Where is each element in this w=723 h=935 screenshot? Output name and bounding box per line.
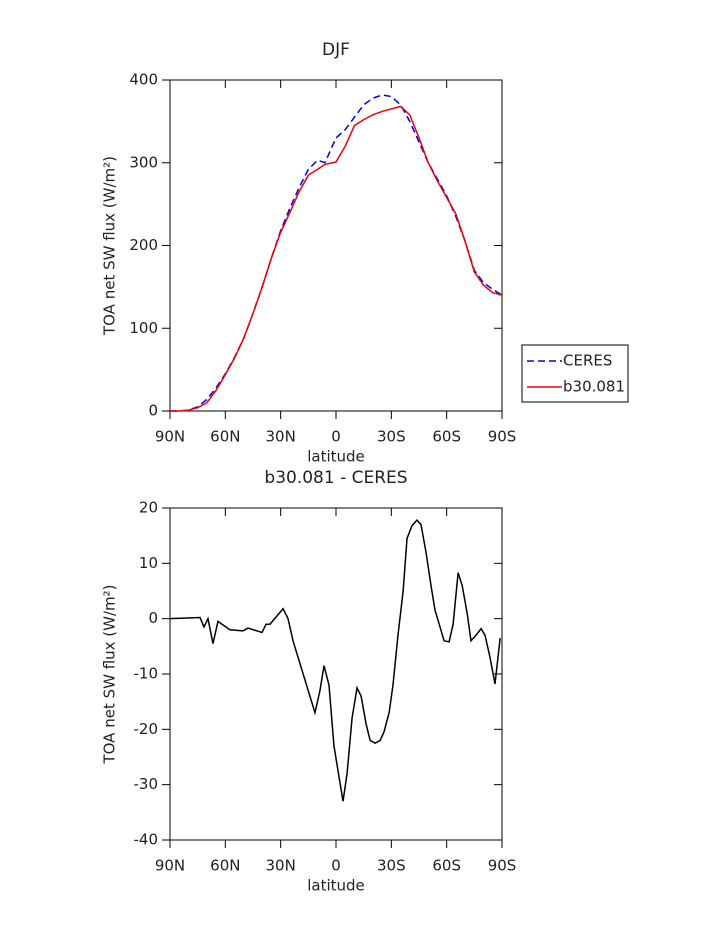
x-tick-label: 0 [331, 428, 341, 446]
y-tick-label: -40 [134, 831, 159, 849]
x-tick-label: 60N [210, 857, 240, 875]
x-tick-label: 30N [266, 428, 296, 446]
plot-frame [169, 507, 503, 841]
data-line [170, 105, 503, 412]
x-axis-label: latitude [307, 448, 365, 466]
chart-title: DJF [322, 40, 350, 60]
y-tick-label: -10 [134, 665, 159, 683]
y-tick-label: -30 [134, 775, 159, 793]
y-axis-label: TOA net SW flux (W/m²) [101, 584, 119, 764]
x-tick-label: 90S [488, 428, 517, 446]
x-tick-label: 30S [377, 857, 406, 875]
y-tick-label: -20 [134, 720, 159, 738]
x-tick-label: 90N [155, 428, 185, 446]
y-tick-label: 400 [129, 71, 158, 89]
y-tick-label: 10 [139, 554, 158, 572]
y-tick-label: 200 [129, 236, 158, 254]
x-tick-label: 30N [266, 857, 296, 875]
x-tick-label: 30S [377, 428, 406, 446]
legend-box [521, 344, 629, 403]
y-tick-label: 20 [139, 499, 158, 517]
x-tick-label: 90S [488, 857, 517, 875]
y-tick-label: 0 [148, 402, 158, 420]
data-line [170, 94, 503, 412]
plot-frame [169, 79, 503, 412]
y-tick-label: 300 [129, 153, 158, 171]
legend-label: b30.081 [563, 378, 625, 396]
chart-title: b30.081 - CERES [264, 468, 407, 488]
legend-label: CERES [563, 352, 612, 370]
x-tick-label: 60N [210, 428, 240, 446]
y-tick-label: 100 [129, 319, 158, 337]
x-tick-label: 90N [155, 857, 185, 875]
y-tick-label: 0 [148, 609, 158, 627]
x-tick-label: 60S [432, 428, 461, 446]
y-axis-label: TOA net SW flux (W/m²) [101, 156, 119, 336]
x-tick-label: 0 [331, 857, 341, 875]
data-line [169, 519, 501, 802]
x-axis-label: latitude [307, 877, 365, 895]
x-tick-label: 60S [432, 857, 461, 875]
